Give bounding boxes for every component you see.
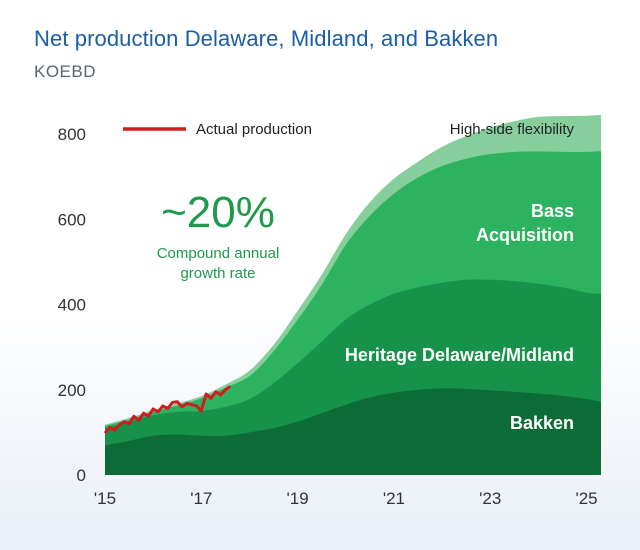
x-tick-label: '19 xyxy=(287,489,309,508)
x-tick-label: '15 xyxy=(94,489,116,508)
x-tick-label: '21 xyxy=(383,489,405,508)
label-bass-line1: Bass xyxy=(531,201,574,221)
label-heritage: Heritage Delaware/Midland xyxy=(345,345,574,365)
area-bakken xyxy=(105,388,601,475)
label-bakken: Bakken xyxy=(510,413,574,433)
y-tick-label: 400 xyxy=(58,296,86,315)
label-high-side-flexibility: High-side flexibility xyxy=(450,121,575,138)
x-tick-label: '17 xyxy=(190,489,212,508)
label-bass-line2: Acquisition xyxy=(476,225,574,245)
y-tick-label: 200 xyxy=(58,381,86,400)
y-axis: 0 200 400 600 800 xyxy=(58,125,86,485)
area-series-group xyxy=(105,114,601,476)
actual-production-line xyxy=(103,385,232,435)
chart-title: Net production Delaware, Midland, and Ba… xyxy=(34,26,499,51)
cagr-label-line2: growth rate xyxy=(180,265,255,282)
legend-label: Actual production xyxy=(196,121,312,138)
actual-production-group xyxy=(103,385,232,435)
cagr-value: ~20% xyxy=(161,188,275,237)
chart-subtitle: KOEBD xyxy=(34,62,97,81)
x-axis: '15 '17 '19 '21 '23 '25 xyxy=(94,489,598,508)
x-tick-label: '23 xyxy=(479,489,501,508)
y-tick-label: 800 xyxy=(58,125,86,144)
x-tick-label: '25 xyxy=(575,489,597,508)
y-tick-label: 0 xyxy=(77,466,86,485)
cagr-label-line1: Compound annual xyxy=(157,245,280,262)
y-tick-label: 600 xyxy=(58,210,86,229)
